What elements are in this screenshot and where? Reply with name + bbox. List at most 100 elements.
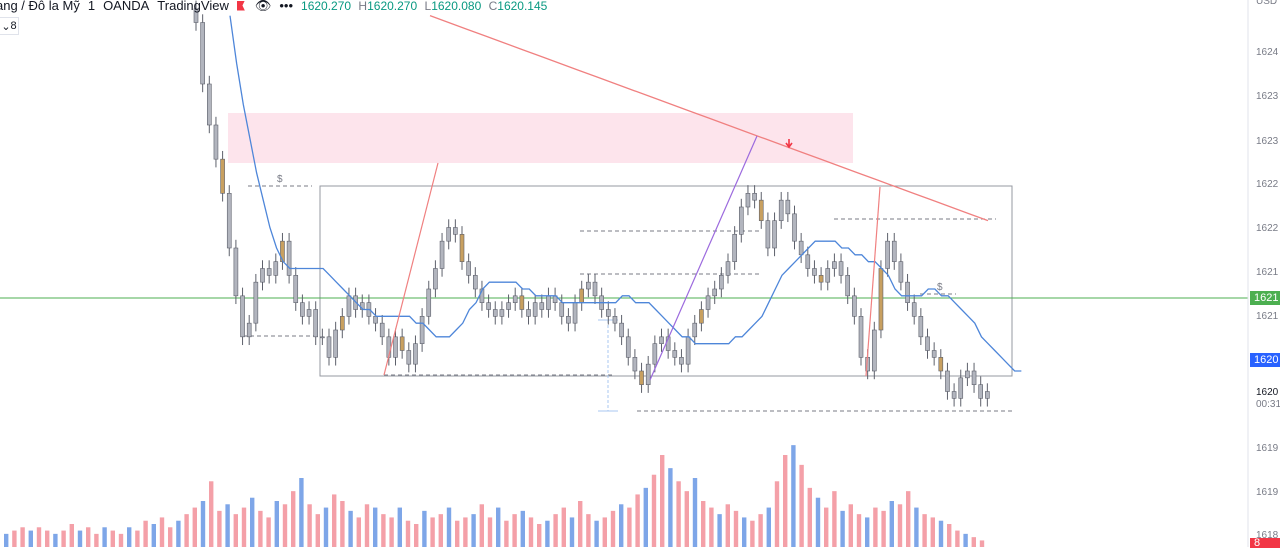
volume-bar: [512, 514, 517, 547]
volume-bar: [258, 510, 263, 547]
volume-bar: [61, 530, 66, 547]
candle-body: [346, 295, 352, 317]
volume-bar: [865, 517, 870, 547]
candle-body: [373, 316, 378, 324]
volume-bar: [528, 517, 534, 547]
volume-bar: [127, 527, 132, 547]
volume-bar: [783, 455, 788, 547]
open-value: 1620.270: [301, 0, 352, 13]
volume-bar: [545, 520, 550, 547]
volume-bar: [471, 514, 476, 547]
volume-bar: [610, 510, 616, 547]
flag-icon[interactable]: [236, 0, 245, 11]
volume-bar: [307, 504, 312, 547]
candle-body: [812, 268, 817, 276]
candle-body: [945, 370, 950, 392]
candle-body: [885, 240, 890, 269]
candle-body: [226, 193, 232, 249]
volume-bar: [332, 494, 337, 547]
price-axis[interactable]: USD 1624 1623 1623 1622 1622 1621 1621 1620 1619 1…: [1256, 0, 1279, 541]
price-tick-label: 1623: [1256, 91, 1279, 102]
candle-body: [978, 384, 984, 399]
volume-bar: [110, 530, 115, 547]
volume-bar: [709, 507, 714, 547]
last-price-label: 1620: [1256, 387, 1279, 398]
candle-body: [539, 302, 545, 310]
volume-bar: [619, 504, 624, 547]
volume-bar: [717, 514, 722, 547]
horizontal-line-price-tag: 1621: [1250, 291, 1280, 305]
candle-body: [519, 295, 525, 310]
candle-body: [419, 316, 425, 344]
candle-body: [273, 261, 279, 276]
volume-bar: [364, 504, 370, 547]
candle-body: [306, 309, 312, 317]
candle-body: [911, 302, 917, 317]
price-tick-label: 1619: [1256, 487, 1279, 498]
volume-bar: [192, 507, 197, 547]
volume-bar: [479, 504, 484, 547]
candle-body: [752, 193, 757, 201]
volume-bar: [676, 481, 681, 547]
candle-body: [393, 336, 398, 358]
volume-bar: [799, 464, 804, 547]
candle-body: [572, 302, 578, 324]
price-tick-label: 1618: [1256, 530, 1279, 541]
indicator-toggle[interactable]: ⌄ 8: [0, 17, 19, 35]
candle-body: [266, 268, 272, 276]
volume-bar: [586, 514, 591, 547]
volume-bar: [692, 478, 698, 547]
volume-bars: [4, 445, 985, 547]
ohlc-readout: 1620.270 H1620.270 L1620.080 C1620.145: [301, 0, 551, 13]
volume-bar: [979, 540, 985, 547]
volume-bar: [815, 497, 821, 547]
resistance-zone: [228, 113, 853, 163]
symbol-name[interactable]: ang / Đô la Mỹ: [0, 0, 80, 13]
volume-bar: [94, 533, 99, 547]
volume-bar: [53, 533, 58, 547]
candle-body: [207, 83, 212, 126]
candle-body: [472, 275, 478, 290]
candle-body: [512, 295, 518, 303]
volume-bar: [651, 474, 657, 547]
candle-body: [772, 220, 777, 249]
volume-price-tag: 8: [1250, 538, 1280, 548]
volume-bar: [241, 507, 247, 547]
volume-bar: [217, 510, 222, 547]
candle-body: [965, 370, 970, 379]
volume-bar: [151, 524, 156, 547]
ma-price-tag: 1620: [1250, 353, 1280, 367]
candle-body: [213, 124, 219, 160]
candle-body: [233, 247, 239, 297]
volume-bar: [200, 501, 206, 547]
candle-body: [253, 281, 259, 324]
trend-line-red: [383, 162, 439, 376]
candle-body: [845, 275, 851, 297]
volume-bar: [602, 517, 607, 547]
candle-body: [765, 220, 771, 249]
volume-bar: [45, 530, 50, 547]
volume-bar: [963, 533, 968, 547]
volume-bar: [299, 478, 304, 547]
volume-bar: [233, 514, 238, 547]
interval[interactable]: 1: [87, 0, 96, 13]
eye-icon[interactable]: 👁︎: [254, 0, 272, 13]
volume-bar: [69, 524, 74, 547]
volume-bar: [184, 514, 189, 547]
volume-bar: [381, 514, 386, 547]
high-value: 1620.270: [367, 0, 418, 13]
price-tick-label: 1619: [1256, 443, 1279, 454]
volume-bar: [77, 530, 83, 547]
volume-bar: [766, 507, 771, 547]
volume-bar: [594, 520, 599, 547]
volume-bar: [668, 468, 673, 547]
candle-body: [745, 193, 751, 208]
price-tick-label: 1621: [1256, 267, 1279, 278]
indicator-count: 8: [10, 20, 17, 32]
volume-bar: [635, 494, 640, 547]
volume-bar: [455, 520, 460, 547]
candle-body: [672, 350, 678, 358]
more-icon[interactable]: •••: [279, 0, 294, 13]
volume-bar: [897, 504, 903, 547]
